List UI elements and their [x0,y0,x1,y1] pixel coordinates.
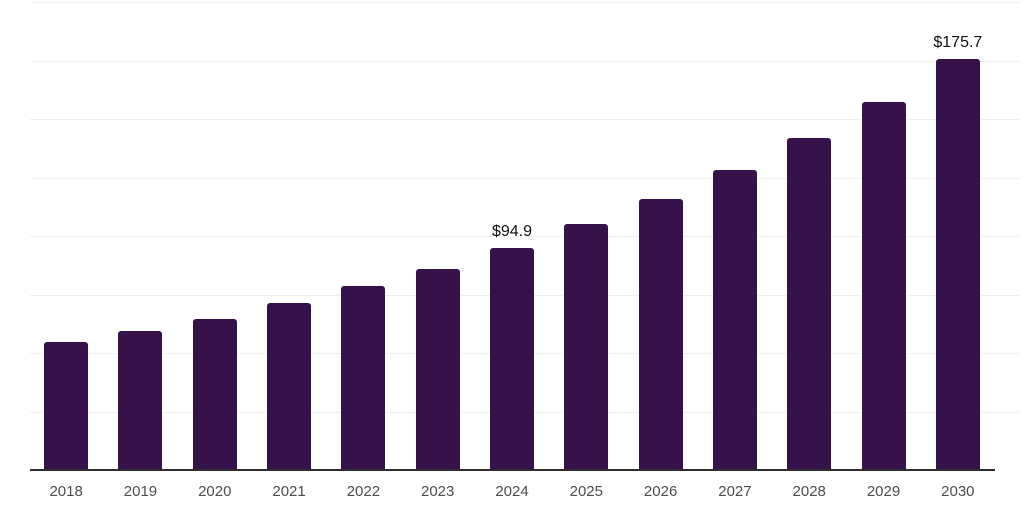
gridline [30,2,1020,3]
x-tick-label-2026: 2026 [643,483,678,500]
bar-2026 [638,199,683,470]
bar-2023 [415,269,460,470]
x-tick-label-2025: 2025 [569,483,603,500]
x-tick-label-2023: 2023 [421,483,455,500]
bar-2024 [490,247,534,470]
x-tick-label-2027: 2027 [718,483,752,500]
gridline [30,177,1020,179]
x-tick-label-2018: 2018 [49,483,83,500]
data-label-2030: $175.7 [933,33,983,51]
bar-2027 [712,170,757,470]
data-label-2024: $94.9 [491,222,533,240]
bar-2025 [564,224,609,470]
gridline [30,236,1020,237]
x-tick-label-2024: 2024 [495,483,529,500]
bar-2028 [787,138,832,470]
bar-2029 [861,101,906,470]
x-tick-label-2021: 2021 [272,483,306,500]
bar-2022 [341,285,386,470]
bar-2020 [192,318,237,470]
bar-2030 [935,58,980,470]
gridline [30,60,1020,62]
x-tick-label-2020: 2020 [198,483,232,500]
x-tick-label-2030: 2030 [941,483,975,500]
bar-2021 [267,303,312,470]
x-axis-line [30,469,995,471]
bar-2019 [118,331,163,470]
x-tick-label-2028: 2028 [792,483,826,500]
x-tick-label-2019: 2019 [123,483,158,500]
bar-2018 [44,342,89,470]
x-tick-label-2029: 2029 [866,483,901,500]
x-tick-label-2022: 2022 [346,483,381,500]
gridline [30,119,1020,120]
